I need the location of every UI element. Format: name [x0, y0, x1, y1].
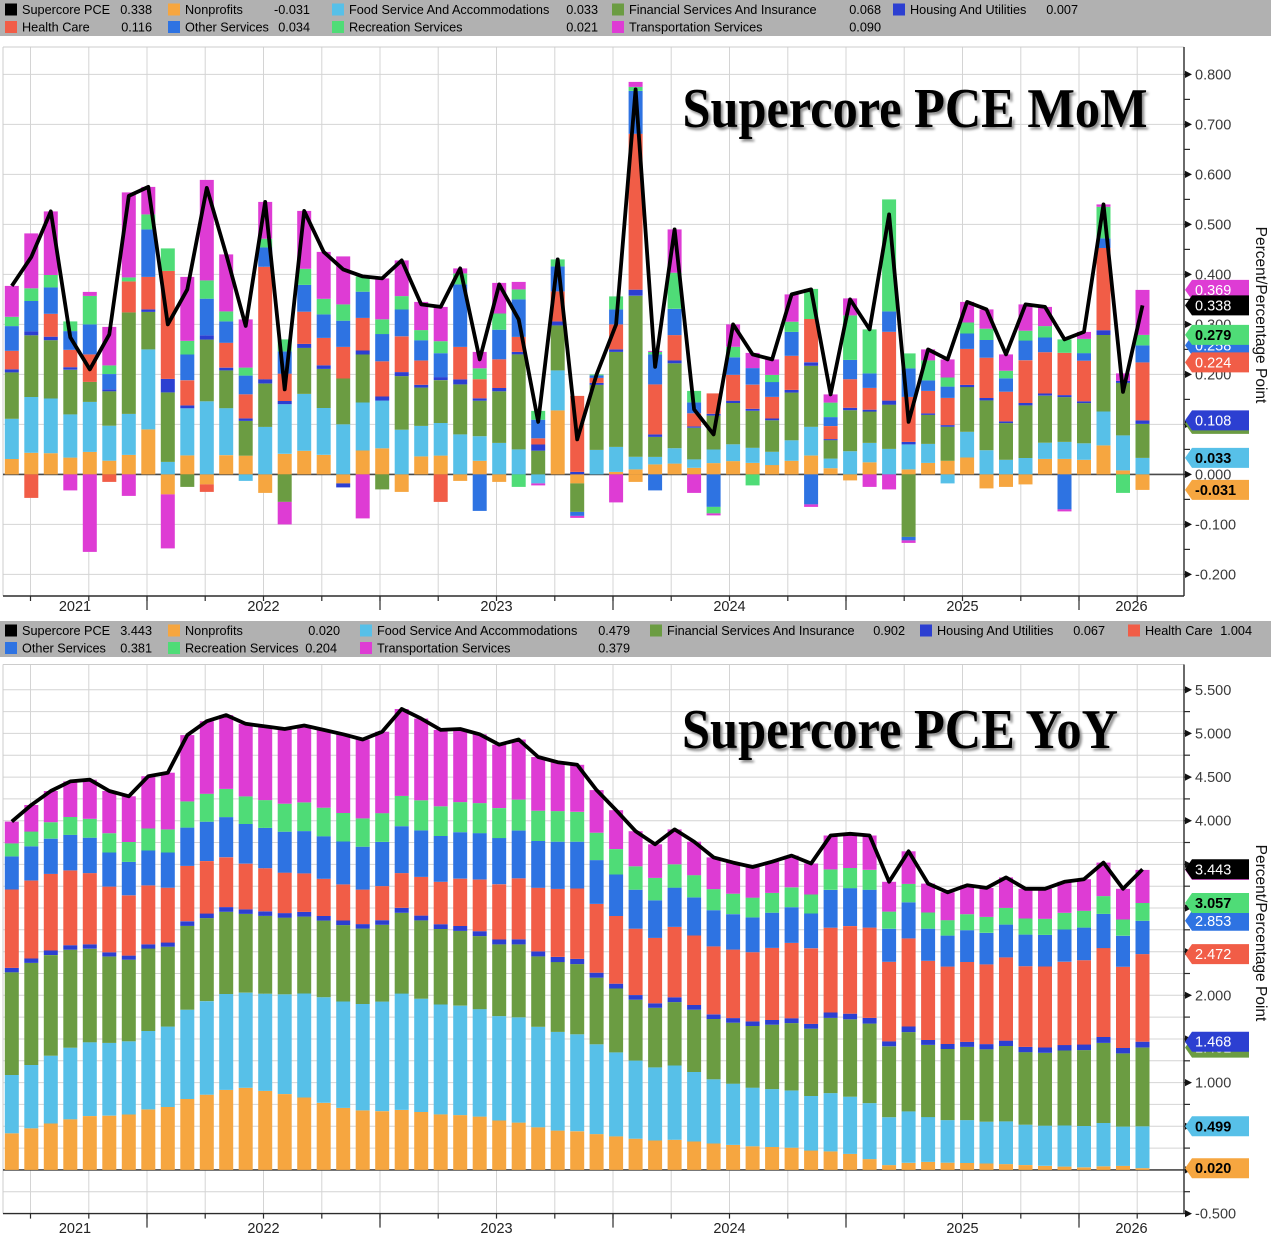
svg-text:-0.031: -0.031 [1195, 483, 1236, 499]
svg-text:Transportation Services: Transportation Services [629, 21, 763, 35]
svg-text:2022: 2022 [247, 599, 279, 615]
svg-text:Financial Services And Insuran: Financial Services And Insurance [629, 3, 817, 17]
svg-text:0.600: 0.600 [1195, 167, 1231, 183]
svg-text:Nonprofits: Nonprofits [185, 624, 243, 638]
svg-text:0.800: 0.800 [1195, 67, 1231, 83]
svg-text:Financial Services And Insuran: Financial Services And Insurance [667, 624, 855, 638]
svg-text:Housing And Utilities: Housing And Utilities [910, 3, 1026, 17]
svg-text:1.004: 1.004 [1220, 624, 1252, 638]
svg-text:2022: 2022 [247, 1221, 279, 1237]
svg-text:2026: 2026 [1115, 599, 1147, 615]
svg-text:0.021: 0.021 [566, 21, 598, 35]
svg-text:0.369: 0.369 [1195, 283, 1231, 299]
svg-text:Other Services: Other Services [22, 642, 106, 656]
svg-text:0.116: 0.116 [121, 21, 152, 35]
svg-text:0.379: 0.379 [598, 642, 630, 656]
svg-text:1.468: 1.468 [1195, 1035, 1231, 1051]
svg-text:Recreation Services: Recreation Services [349, 21, 463, 35]
svg-text:1.000: 1.000 [1195, 1076, 1231, 1092]
svg-text:0.279: 0.279 [1195, 328, 1231, 344]
svg-text:Transportation Services: Transportation Services [377, 642, 511, 656]
svg-text:4.000: 4.000 [1195, 814, 1231, 830]
svg-text:Recreation Services: Recreation Services [185, 642, 299, 656]
svg-text:0.108: 0.108 [1195, 413, 1231, 429]
svg-text:3.443: 3.443 [1195, 862, 1231, 878]
svg-text:2021: 2021 [59, 599, 91, 615]
svg-text:Nonprofits: Nonprofits [185, 3, 243, 17]
svg-text:0.224: 0.224 [1195, 355, 1231, 371]
svg-text:-0.031: -0.031 [274, 3, 310, 17]
svg-text:2025: 2025 [946, 599, 978, 615]
svg-text:0.700: 0.700 [1195, 117, 1231, 133]
svg-text:0.007: 0.007 [1046, 3, 1078, 17]
svg-text:4.500: 4.500 [1195, 770, 1231, 786]
svg-text:Supercore PCE MoM: Supercore PCE MoM [683, 78, 1148, 140]
svg-text:5.000: 5.000 [1195, 726, 1231, 742]
svg-text:0.067: 0.067 [1073, 624, 1105, 638]
svg-text:Supercore PCE: Supercore PCE [22, 3, 110, 17]
svg-text:3.443: 3.443 [120, 624, 152, 638]
svg-text:0.499: 0.499 [1195, 1119, 1231, 1135]
svg-text:Health Care: Health Care [1145, 624, 1213, 638]
svg-text:0.090: 0.090 [849, 21, 881, 35]
svg-text:0.034: 0.034 [278, 21, 310, 35]
svg-text:Food Service And Accommodation: Food Service And Accommodations [349, 3, 549, 17]
svg-text:2023: 2023 [480, 599, 512, 615]
svg-text:2021: 2021 [59, 1221, 91, 1237]
svg-text:0.902: 0.902 [873, 624, 905, 638]
svg-text:2023: 2023 [480, 1221, 512, 1237]
svg-text:Housing And Utilities: Housing And Utilities [937, 624, 1053, 638]
svg-text:0.381: 0.381 [120, 642, 152, 656]
svg-text:0.020: 0.020 [308, 624, 340, 638]
svg-text:2.472: 2.472 [1195, 947, 1231, 963]
svg-text:Supercore PCE: Supercore PCE [22, 624, 110, 638]
svg-text:0.204: 0.204 [305, 642, 337, 656]
svg-text:Supercore PCE YoY: Supercore PCE YoY [682, 699, 1118, 761]
svg-text:2025: 2025 [946, 1221, 978, 1237]
svg-text:Health Care: Health Care [22, 21, 90, 35]
svg-text:Other Services: Other Services [185, 21, 269, 35]
svg-text:Food Service And Accommodation: Food Service And Accommodations [377, 624, 577, 638]
svg-text:5.500: 5.500 [1195, 683, 1231, 699]
svg-text:2.000: 2.000 [1195, 988, 1231, 1004]
svg-text:2026: 2026 [1115, 1221, 1147, 1237]
svg-text:2024: 2024 [713, 599, 745, 615]
svg-text:3.057: 3.057 [1195, 896, 1231, 912]
svg-text:2.853: 2.853 [1195, 914, 1231, 930]
svg-text:0.479: 0.479 [598, 624, 630, 638]
svg-text:0.000: 0.000 [1195, 467, 1231, 483]
svg-text:0.400: 0.400 [1195, 267, 1231, 283]
svg-text:-0.200: -0.200 [1195, 567, 1236, 583]
svg-text:0.020: 0.020 [1195, 1161, 1231, 1177]
svg-text:Percent/Percentage Point: Percent/Percentage Point [1252, 227, 1269, 404]
svg-text:-0.100: -0.100 [1195, 517, 1236, 533]
svg-text:0.500: 0.500 [1195, 217, 1231, 233]
svg-text:0.068: 0.068 [849, 3, 881, 17]
svg-text:2024: 2024 [713, 1221, 745, 1237]
svg-text:Percent/Percentage Point: Percent/Percentage Point [1252, 845, 1269, 1022]
svg-text:0.338: 0.338 [1195, 298, 1231, 314]
svg-text:0.033: 0.033 [566, 3, 598, 17]
svg-text:0.338: 0.338 [120, 3, 152, 17]
svg-text:0.033: 0.033 [1195, 451, 1231, 467]
svg-text:-0.500: -0.500 [1195, 1207, 1236, 1223]
